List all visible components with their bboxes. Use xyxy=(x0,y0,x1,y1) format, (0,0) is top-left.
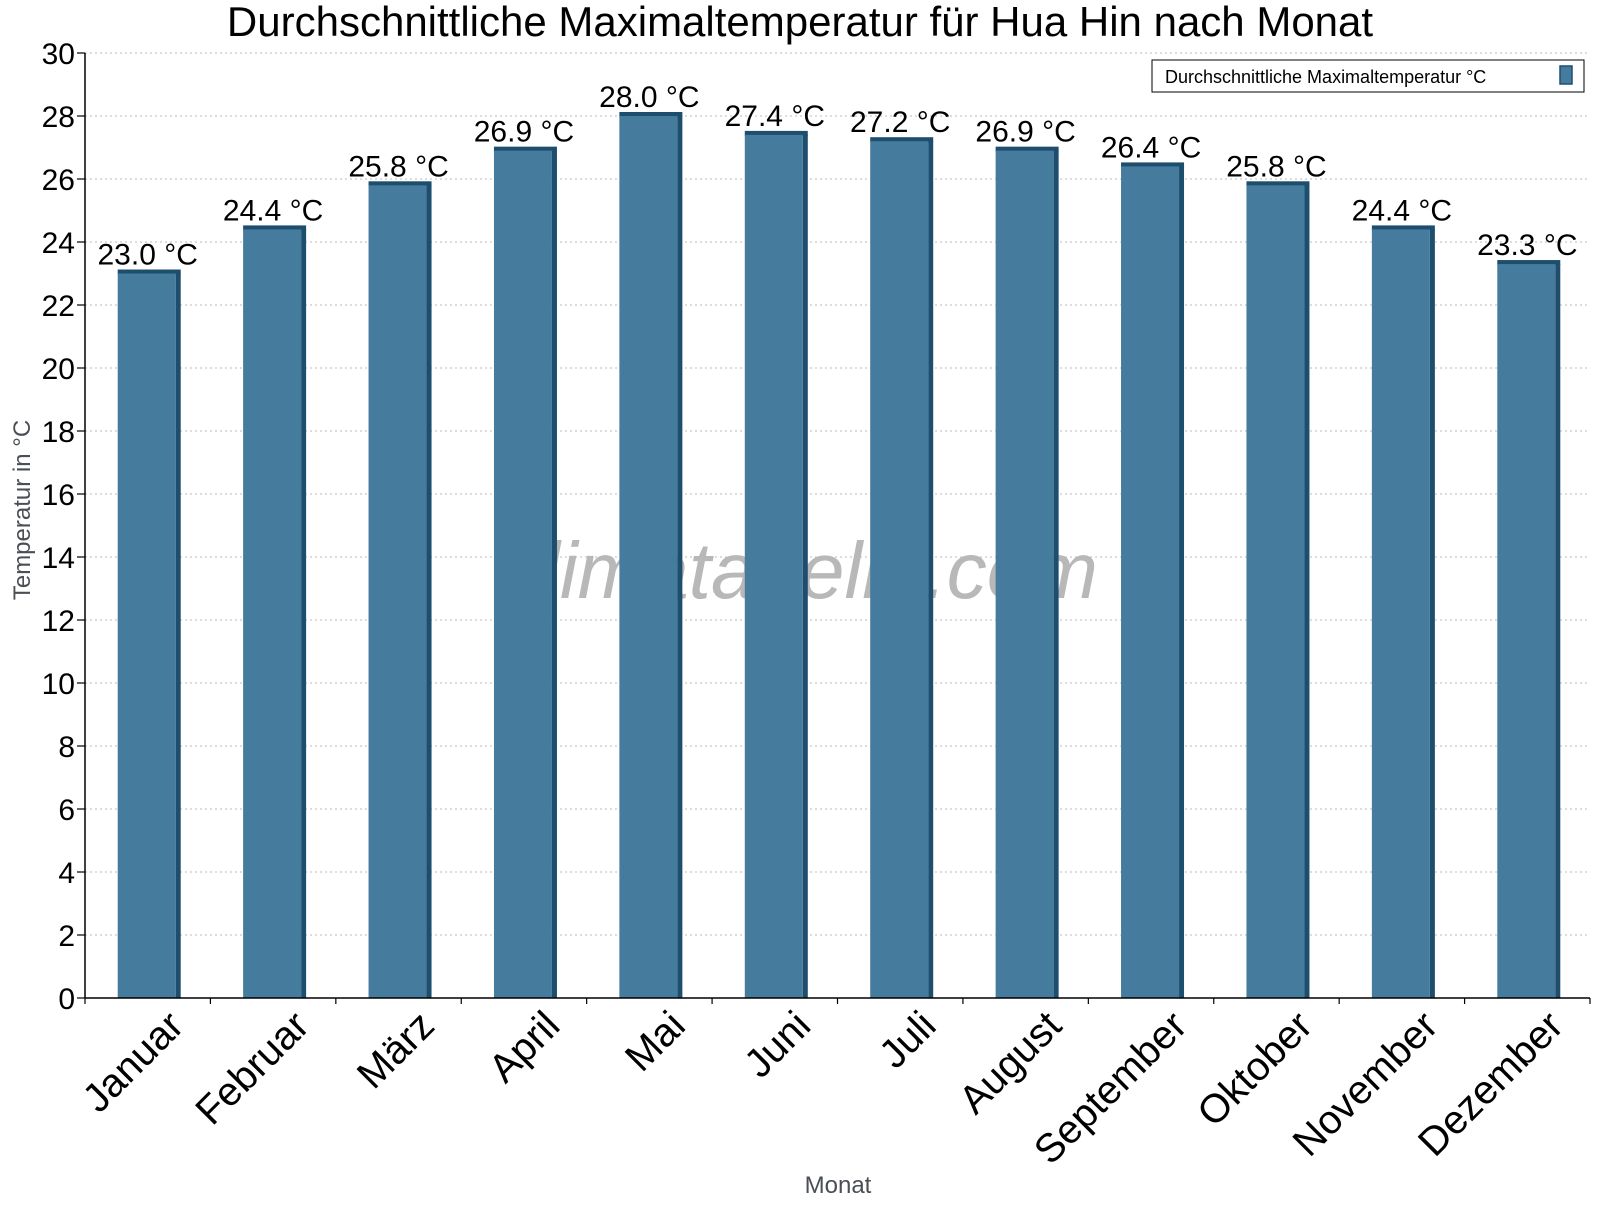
bar xyxy=(870,137,934,998)
y-tick-label: 6 xyxy=(58,794,75,827)
data-label: 24.4 °C xyxy=(1352,194,1452,227)
data-label: 26.9 °C xyxy=(474,116,574,149)
bar-front xyxy=(1497,264,1556,998)
chart-title: Durchschnittliche Maximaltemperatur für … xyxy=(227,0,1373,45)
bar xyxy=(1246,181,1310,999)
bar xyxy=(493,146,557,998)
x-tick-label: April xyxy=(481,1003,569,1091)
bar-side xyxy=(1304,185,1310,999)
y-tick-label: 26 xyxy=(42,164,75,197)
bar-side xyxy=(1555,264,1561,998)
y-tick-label: 2 xyxy=(58,920,75,953)
data-label: 25.8 °C xyxy=(1226,150,1326,183)
bar-front xyxy=(243,229,302,998)
y-tick-label: 30 xyxy=(42,38,75,71)
bar-front xyxy=(744,134,803,998)
x-tick-label: Juni xyxy=(736,1003,819,1086)
y-tick-label: 10 xyxy=(42,668,75,701)
data-label: 24.4 °C xyxy=(223,194,323,227)
bar xyxy=(744,130,808,998)
bar-top xyxy=(744,130,808,136)
bar-front xyxy=(1121,166,1180,998)
bar-side xyxy=(802,134,808,998)
bar-front xyxy=(368,185,427,999)
bar-side xyxy=(1053,150,1059,998)
legend-swatch xyxy=(1559,65,1573,85)
bar-side xyxy=(1179,166,1185,998)
x-axis-title: Monat xyxy=(805,1172,872,1199)
bar-side xyxy=(551,150,557,998)
legend: Durchschnittliche Maximaltemperatur °C xyxy=(1151,59,1585,93)
bar-top xyxy=(870,137,934,143)
data-label: 28.0 °C xyxy=(599,81,699,114)
legend-label: Durchschnittliche Maximaltemperatur °C xyxy=(1165,67,1486,87)
bar-front xyxy=(995,150,1054,998)
y-tick-label: 22 xyxy=(42,290,75,323)
bar xyxy=(619,112,683,998)
bar-front xyxy=(493,150,552,998)
x-tick-label: Mai xyxy=(617,1003,694,1080)
bar-side xyxy=(426,185,432,999)
bar xyxy=(368,181,432,999)
bar-side xyxy=(677,116,683,998)
bar-front xyxy=(1371,229,1430,998)
x-tick-label: März xyxy=(349,1003,443,1097)
bars xyxy=(117,112,1561,999)
data-label: 26.9 °C xyxy=(975,116,1075,149)
y-tick-label: 14 xyxy=(42,542,75,575)
y-tick-label: 16 xyxy=(42,479,75,512)
bar-top xyxy=(243,225,307,231)
legend-box xyxy=(1151,59,1585,93)
bar-side xyxy=(1429,229,1435,998)
data-label: 27.2 °C xyxy=(850,106,950,139)
x-tick-label: Juli xyxy=(871,1003,945,1077)
y-tick-label: 20 xyxy=(42,353,75,386)
bar xyxy=(1497,260,1561,998)
data-label: 26.4 °C xyxy=(1101,131,1201,164)
y-tick-label: 0 xyxy=(58,983,75,1016)
data-label: 23.3 °C xyxy=(1477,229,1577,262)
bar-front xyxy=(619,116,678,998)
bar-top xyxy=(1121,162,1185,168)
bar-side xyxy=(175,273,181,998)
bar-top xyxy=(1246,181,1310,187)
y-axis-title: Temperatur in °C xyxy=(9,420,36,600)
data-label: 23.0 °C xyxy=(98,239,198,272)
y-tick-label: 24 xyxy=(42,227,75,260)
bar-front xyxy=(117,273,176,998)
bar xyxy=(117,269,181,998)
bar-top xyxy=(1371,225,1435,231)
x-tick-label: Oktober xyxy=(1189,1003,1321,1135)
data-label: 25.8 °C xyxy=(348,150,448,183)
bar-top xyxy=(619,112,683,117)
x-tick-label: Januar xyxy=(74,1003,192,1121)
bar xyxy=(1121,162,1185,998)
y-tick-label: 18 xyxy=(42,416,75,449)
bar-top xyxy=(995,146,1059,152)
bar-front xyxy=(1246,185,1305,999)
x-tick-label: August xyxy=(951,1003,1070,1122)
y-tick-label: 8 xyxy=(58,731,75,764)
bar-top xyxy=(117,269,181,275)
bar-top xyxy=(493,146,557,152)
y-tick-label: 12 xyxy=(42,605,75,638)
bar-front xyxy=(870,141,929,998)
data-labels: 23.0 °C 24.4 °C 25.8 °C 26.9 °C 28.0 °C 27.4 … xyxy=(98,81,1578,272)
bar-top xyxy=(368,181,432,187)
bar-top xyxy=(1497,260,1561,266)
bar-side xyxy=(928,141,934,998)
x-tick-label: Februar xyxy=(187,1003,317,1133)
bar xyxy=(243,225,307,998)
data-label: 27.4 °C xyxy=(725,100,825,133)
y-tick-label: 4 xyxy=(58,857,75,890)
y-tick-label: 28 xyxy=(42,101,75,134)
bar-side xyxy=(301,229,307,998)
grid-lines xyxy=(85,52,1590,936)
bar xyxy=(1371,225,1435,998)
bar xyxy=(995,146,1059,998)
